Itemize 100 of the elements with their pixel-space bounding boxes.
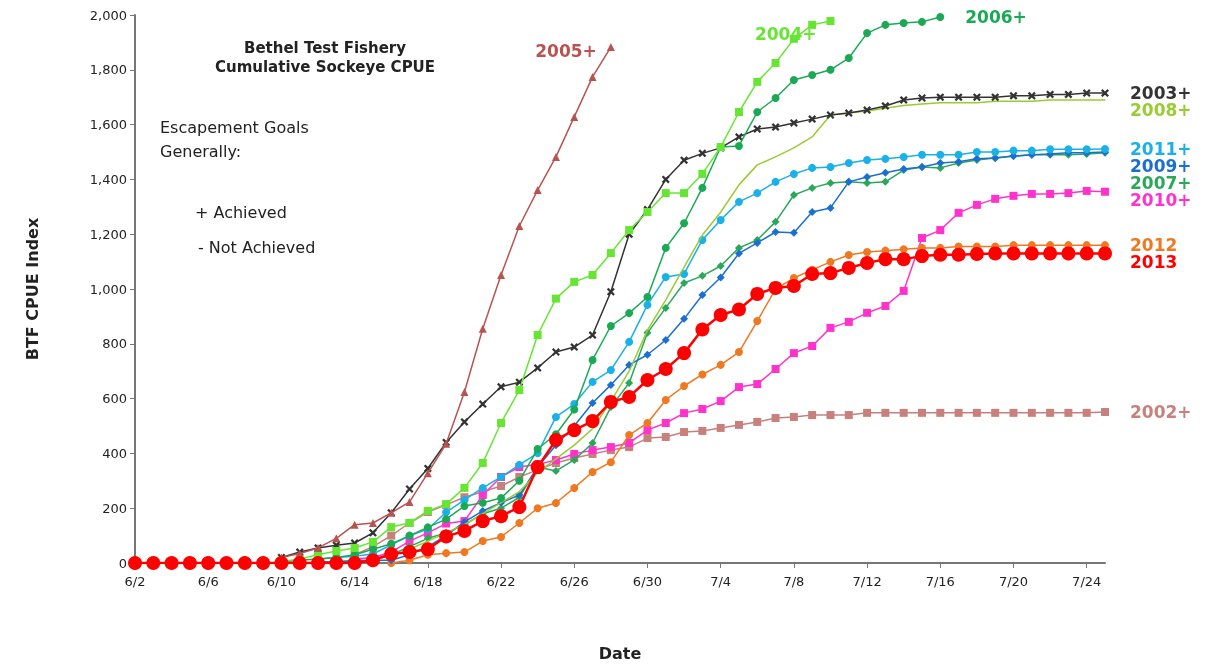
point (1046, 189, 1055, 198)
point (680, 156, 689, 165)
point (567, 423, 582, 438)
point (182, 556, 197, 570)
point (588, 468, 597, 477)
x-tick-label: 7/4 (710, 574, 732, 589)
point (750, 286, 765, 301)
point (497, 382, 506, 391)
point (661, 335, 670, 344)
point (826, 163, 835, 172)
point (899, 286, 908, 295)
series-label: 2002+ (1130, 402, 1192, 423)
point (515, 386, 524, 395)
point (1101, 144, 1109, 153)
point (972, 148, 981, 156)
point (991, 408, 1000, 417)
point (899, 245, 908, 254)
y-tick-label: 1,400 (89, 171, 127, 187)
point (753, 189, 762, 198)
point (771, 94, 780, 103)
point (863, 172, 872, 181)
point (808, 183, 817, 192)
point (588, 438, 597, 447)
point (680, 189, 689, 198)
point (753, 417, 762, 426)
point (936, 158, 945, 167)
point (753, 77, 762, 86)
point (716, 273, 725, 282)
point (698, 169, 707, 178)
point (768, 280, 783, 295)
point (969, 246, 984, 261)
point (164, 556, 179, 570)
point (954, 150, 963, 159)
series-label: 2005+ (535, 40, 597, 61)
point (661, 395, 670, 404)
point (936, 12, 945, 21)
point (460, 417, 469, 426)
point (368, 537, 377, 546)
y-tick-label: 1,600 (89, 117, 127, 133)
point (972, 408, 981, 417)
point (844, 317, 853, 326)
point (1006, 246, 1021, 261)
point (478, 400, 487, 409)
point (954, 408, 963, 417)
point (698, 291, 707, 300)
point (899, 95, 908, 104)
annotation: + Achieved (195, 202, 287, 222)
point (457, 523, 472, 538)
point (1064, 90, 1073, 99)
point (420, 542, 435, 557)
point (698, 183, 707, 192)
point (680, 278, 689, 287)
point (643, 418, 652, 427)
point (734, 197, 743, 206)
point (442, 515, 451, 524)
point (972, 93, 981, 102)
point (716, 360, 725, 369)
point (1027, 91, 1036, 100)
point (899, 152, 908, 161)
point (661, 303, 670, 312)
point (606, 287, 615, 296)
x-tick-label: 6/6 (197, 574, 219, 589)
point (716, 397, 725, 406)
point (588, 377, 597, 386)
point (256, 556, 271, 570)
y-tick-label: 600 (102, 391, 127, 407)
point (1082, 89, 1091, 98)
annotation: Escapement Goals Generally: (160, 117, 314, 161)
point (460, 548, 469, 557)
point (1009, 146, 1018, 155)
point (622, 389, 637, 404)
point (734, 141, 743, 150)
x-tick-label: 6/30 (632, 574, 663, 589)
point (734, 420, 743, 429)
point (786, 278, 801, 293)
point (405, 485, 414, 494)
point (643, 292, 652, 301)
point (826, 65, 835, 74)
annotation: - Not Achieved (198, 237, 316, 257)
point (789, 169, 798, 178)
point (826, 323, 835, 332)
point (954, 208, 963, 217)
series-label: 2006+ (965, 6, 1027, 27)
point (237, 556, 252, 570)
point (497, 271, 506, 280)
point (625, 226, 634, 235)
point (863, 155, 872, 164)
y-tick-label: 800 (102, 336, 127, 352)
point (533, 445, 542, 454)
point (588, 72, 597, 81)
point (933, 247, 948, 262)
point (680, 314, 689, 323)
point (808, 71, 817, 79)
point (512, 500, 527, 515)
point (789, 75, 798, 84)
point (661, 418, 670, 427)
point (515, 221, 524, 230)
text: Cumulative Sockeye CPUE (214, 57, 436, 76)
point (734, 108, 743, 116)
point (991, 148, 1000, 156)
